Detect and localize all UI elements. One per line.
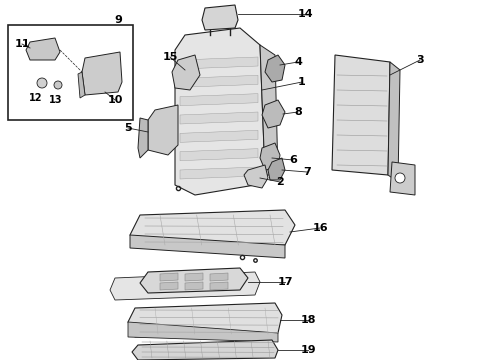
- Polygon shape: [130, 210, 295, 248]
- Text: 17: 17: [277, 277, 293, 287]
- Polygon shape: [210, 282, 228, 290]
- Polygon shape: [180, 130, 258, 142]
- Polygon shape: [185, 273, 203, 281]
- Polygon shape: [148, 105, 178, 155]
- Text: 18: 18: [300, 315, 316, 325]
- Text: 13: 13: [49, 95, 63, 105]
- Polygon shape: [82, 52, 122, 95]
- Text: 10: 10: [107, 95, 122, 105]
- Polygon shape: [132, 340, 278, 360]
- Polygon shape: [210, 273, 228, 281]
- Text: 5: 5: [124, 123, 132, 133]
- Polygon shape: [180, 57, 258, 69]
- Polygon shape: [390, 162, 415, 195]
- Polygon shape: [180, 94, 258, 106]
- Polygon shape: [260, 45, 278, 175]
- Text: 9: 9: [114, 15, 122, 25]
- Circle shape: [37, 78, 47, 88]
- Circle shape: [54, 81, 62, 89]
- Circle shape: [395, 173, 405, 183]
- Polygon shape: [26, 38, 60, 60]
- Text: 8: 8: [294, 107, 302, 117]
- Polygon shape: [260, 143, 280, 170]
- Polygon shape: [262, 100, 285, 128]
- Text: 7: 7: [303, 167, 311, 177]
- Polygon shape: [160, 273, 178, 281]
- Polygon shape: [78, 72, 85, 98]
- Text: 4: 4: [294, 57, 302, 67]
- Polygon shape: [332, 55, 390, 175]
- Polygon shape: [265, 55, 285, 82]
- Text: 19: 19: [300, 345, 316, 355]
- Polygon shape: [130, 235, 285, 258]
- Polygon shape: [388, 62, 400, 182]
- Bar: [8, 25, 133, 120]
- Text: 15: 15: [162, 52, 178, 62]
- Polygon shape: [185, 282, 203, 290]
- Polygon shape: [180, 149, 258, 161]
- Polygon shape: [128, 303, 282, 337]
- Polygon shape: [140, 268, 248, 293]
- Polygon shape: [172, 55, 200, 90]
- Text: 2: 2: [276, 177, 284, 187]
- Text: 12: 12: [29, 93, 43, 103]
- Text: 14: 14: [297, 9, 313, 19]
- Polygon shape: [138, 118, 148, 158]
- Text: 11: 11: [14, 39, 30, 49]
- Text: 16: 16: [312, 223, 328, 233]
- Text: 3: 3: [416, 55, 424, 65]
- Polygon shape: [160, 282, 178, 290]
- Polygon shape: [244, 165, 268, 188]
- Polygon shape: [128, 322, 278, 342]
- Polygon shape: [110, 272, 260, 300]
- Text: 6: 6: [289, 155, 297, 165]
- Polygon shape: [180, 112, 258, 124]
- Polygon shape: [202, 5, 238, 30]
- Polygon shape: [180, 75, 258, 87]
- Polygon shape: [180, 167, 258, 179]
- Text: 1: 1: [298, 77, 306, 87]
- Polygon shape: [268, 158, 285, 180]
- Polygon shape: [175, 28, 265, 195]
